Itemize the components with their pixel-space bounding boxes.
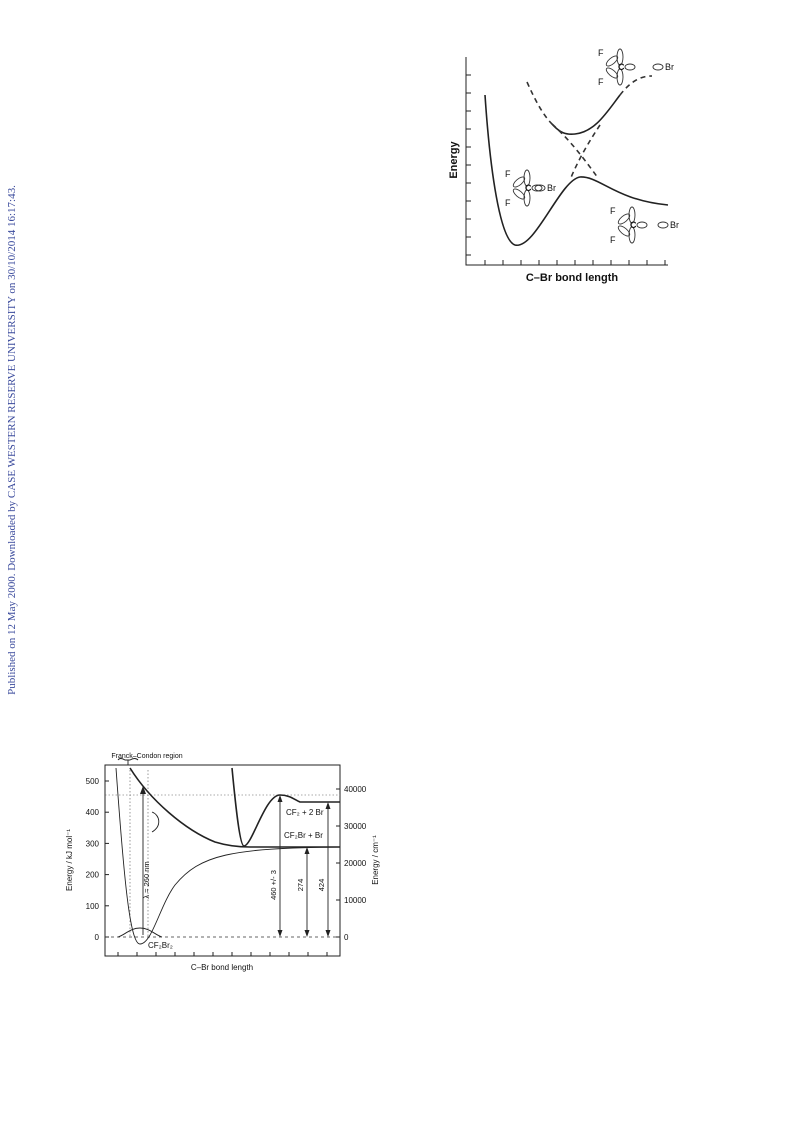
orbital — [617, 213, 631, 225]
curved-arrow — [151, 811, 160, 833]
atom-label: C — [525, 183, 532, 193]
orbital — [523, 169, 531, 187]
x-axis-label: C–Br bond length — [526, 272, 619, 284]
orbital — [512, 188, 526, 200]
orbital — [616, 48, 624, 66]
frame — [104, 764, 341, 957]
orbital — [636, 221, 648, 229]
ticks: 0 100 200 300 400 500 0 10000 20000 30000 40000 — [86, 777, 367, 956]
excited-curve — [551, 94, 621, 136]
upper-curve — [231, 767, 340, 847]
axes — [465, 57, 668, 266]
energy-arrows: 460 +/- 3 274 424 — [269, 795, 331, 937]
orbital — [652, 63, 664, 71]
figure-2: Franck–Condon region 0 100 200 300 400 500 0 10… — [65, 753, 380, 972]
ground-curve — [484, 94, 669, 246]
y-tick-label: 0 — [95, 933, 100, 942]
y2-tick-label: 20000 — [344, 859, 367, 868]
region-label: Franck–Condon region — [111, 753, 182, 760]
arrowhead — [325, 802, 331, 809]
energy-label: 424 — [317, 879, 326, 892]
orbital — [523, 189, 531, 207]
y2-tick-label: 0 — [344, 933, 349, 942]
orbital — [531, 184, 543, 192]
state-label: CF₂Br₂ — [148, 941, 173, 950]
molecule: C F F Br C F F Br C F F Br — [505, 48, 679, 245]
arrowhead — [325, 930, 331, 937]
energy-label: 274 — [296, 879, 305, 892]
ground-curve — [115, 767, 341, 945]
diabatic-curve — [569, 124, 601, 181]
orbital — [534, 184, 546, 192]
y-tick-label: 200 — [86, 871, 100, 880]
y-tick-label: 500 — [86, 777, 100, 786]
arrowhead — [304, 930, 310, 937]
orbital — [657, 221, 669, 229]
arrowhead — [277, 930, 283, 937]
x-axis-label: C–Br bond length — [191, 963, 253, 972]
y2-axis-label: Energy / cm⁻¹ — [371, 835, 380, 885]
orbital — [605, 67, 619, 79]
region-brace — [117, 758, 139, 765]
repulsive-curve — [129, 767, 340, 848]
orbital — [628, 206, 636, 224]
atom-label: C — [618, 62, 625, 72]
atom-label: Br — [547, 183, 556, 193]
wavefunction — [117, 927, 163, 938]
orbital — [512, 176, 526, 188]
sidebar-note: Published on 12 May 2000. Downloaded by … — [6, 185, 18, 695]
ticks — [466, 74, 666, 265]
atom-label: F — [610, 206, 616, 216]
orbital — [617, 225, 631, 237]
wavelength-label: λ = 260 nm — [142, 861, 151, 898]
figure-1: Energy C–Br bond length C F F Br C F F Br C F F Br — [448, 48, 679, 284]
atom-label: F — [610, 235, 616, 245]
y-tick-label: 100 — [86, 902, 100, 911]
state-label: CF₂Br + Br — [284, 831, 323, 840]
atom-label: C — [630, 220, 637, 230]
y2-tick-label: 40000 — [344, 785, 367, 794]
arrowhead — [277, 795, 283, 802]
orbital — [616, 68, 624, 86]
arrowhead — [304, 847, 310, 854]
atom-label: Br — [670, 220, 679, 230]
diabatic-curve — [551, 123, 599, 179]
arrowhead — [140, 786, 146, 794]
orbital — [628, 226, 636, 244]
y2-tick-label: 10000 — [344, 896, 367, 905]
diabatic-curve — [526, 81, 553, 125]
orbital — [624, 63, 636, 71]
orbital — [605, 55, 619, 67]
atom-label: Br — [665, 62, 674, 72]
state-label: CF₂ + 2 Br — [286, 808, 324, 817]
atom-label: F — [598, 77, 604, 87]
atom-label: F — [598, 48, 604, 58]
y-tick-label: 400 — [86, 808, 100, 817]
diabatic-curve — [619, 75, 653, 96]
energy-label: 460 +/- 3 — [269, 870, 278, 900]
y-tick-label: 300 — [86, 839, 100, 848]
y2-tick-label: 30000 — [344, 822, 367, 831]
y-axis-label: Energy / kJ mol⁻¹ — [65, 829, 74, 891]
y-axis-label: Energy — [448, 140, 460, 178]
atom-label: F — [505, 198, 511, 208]
atom-label: F — [505, 169, 511, 179]
